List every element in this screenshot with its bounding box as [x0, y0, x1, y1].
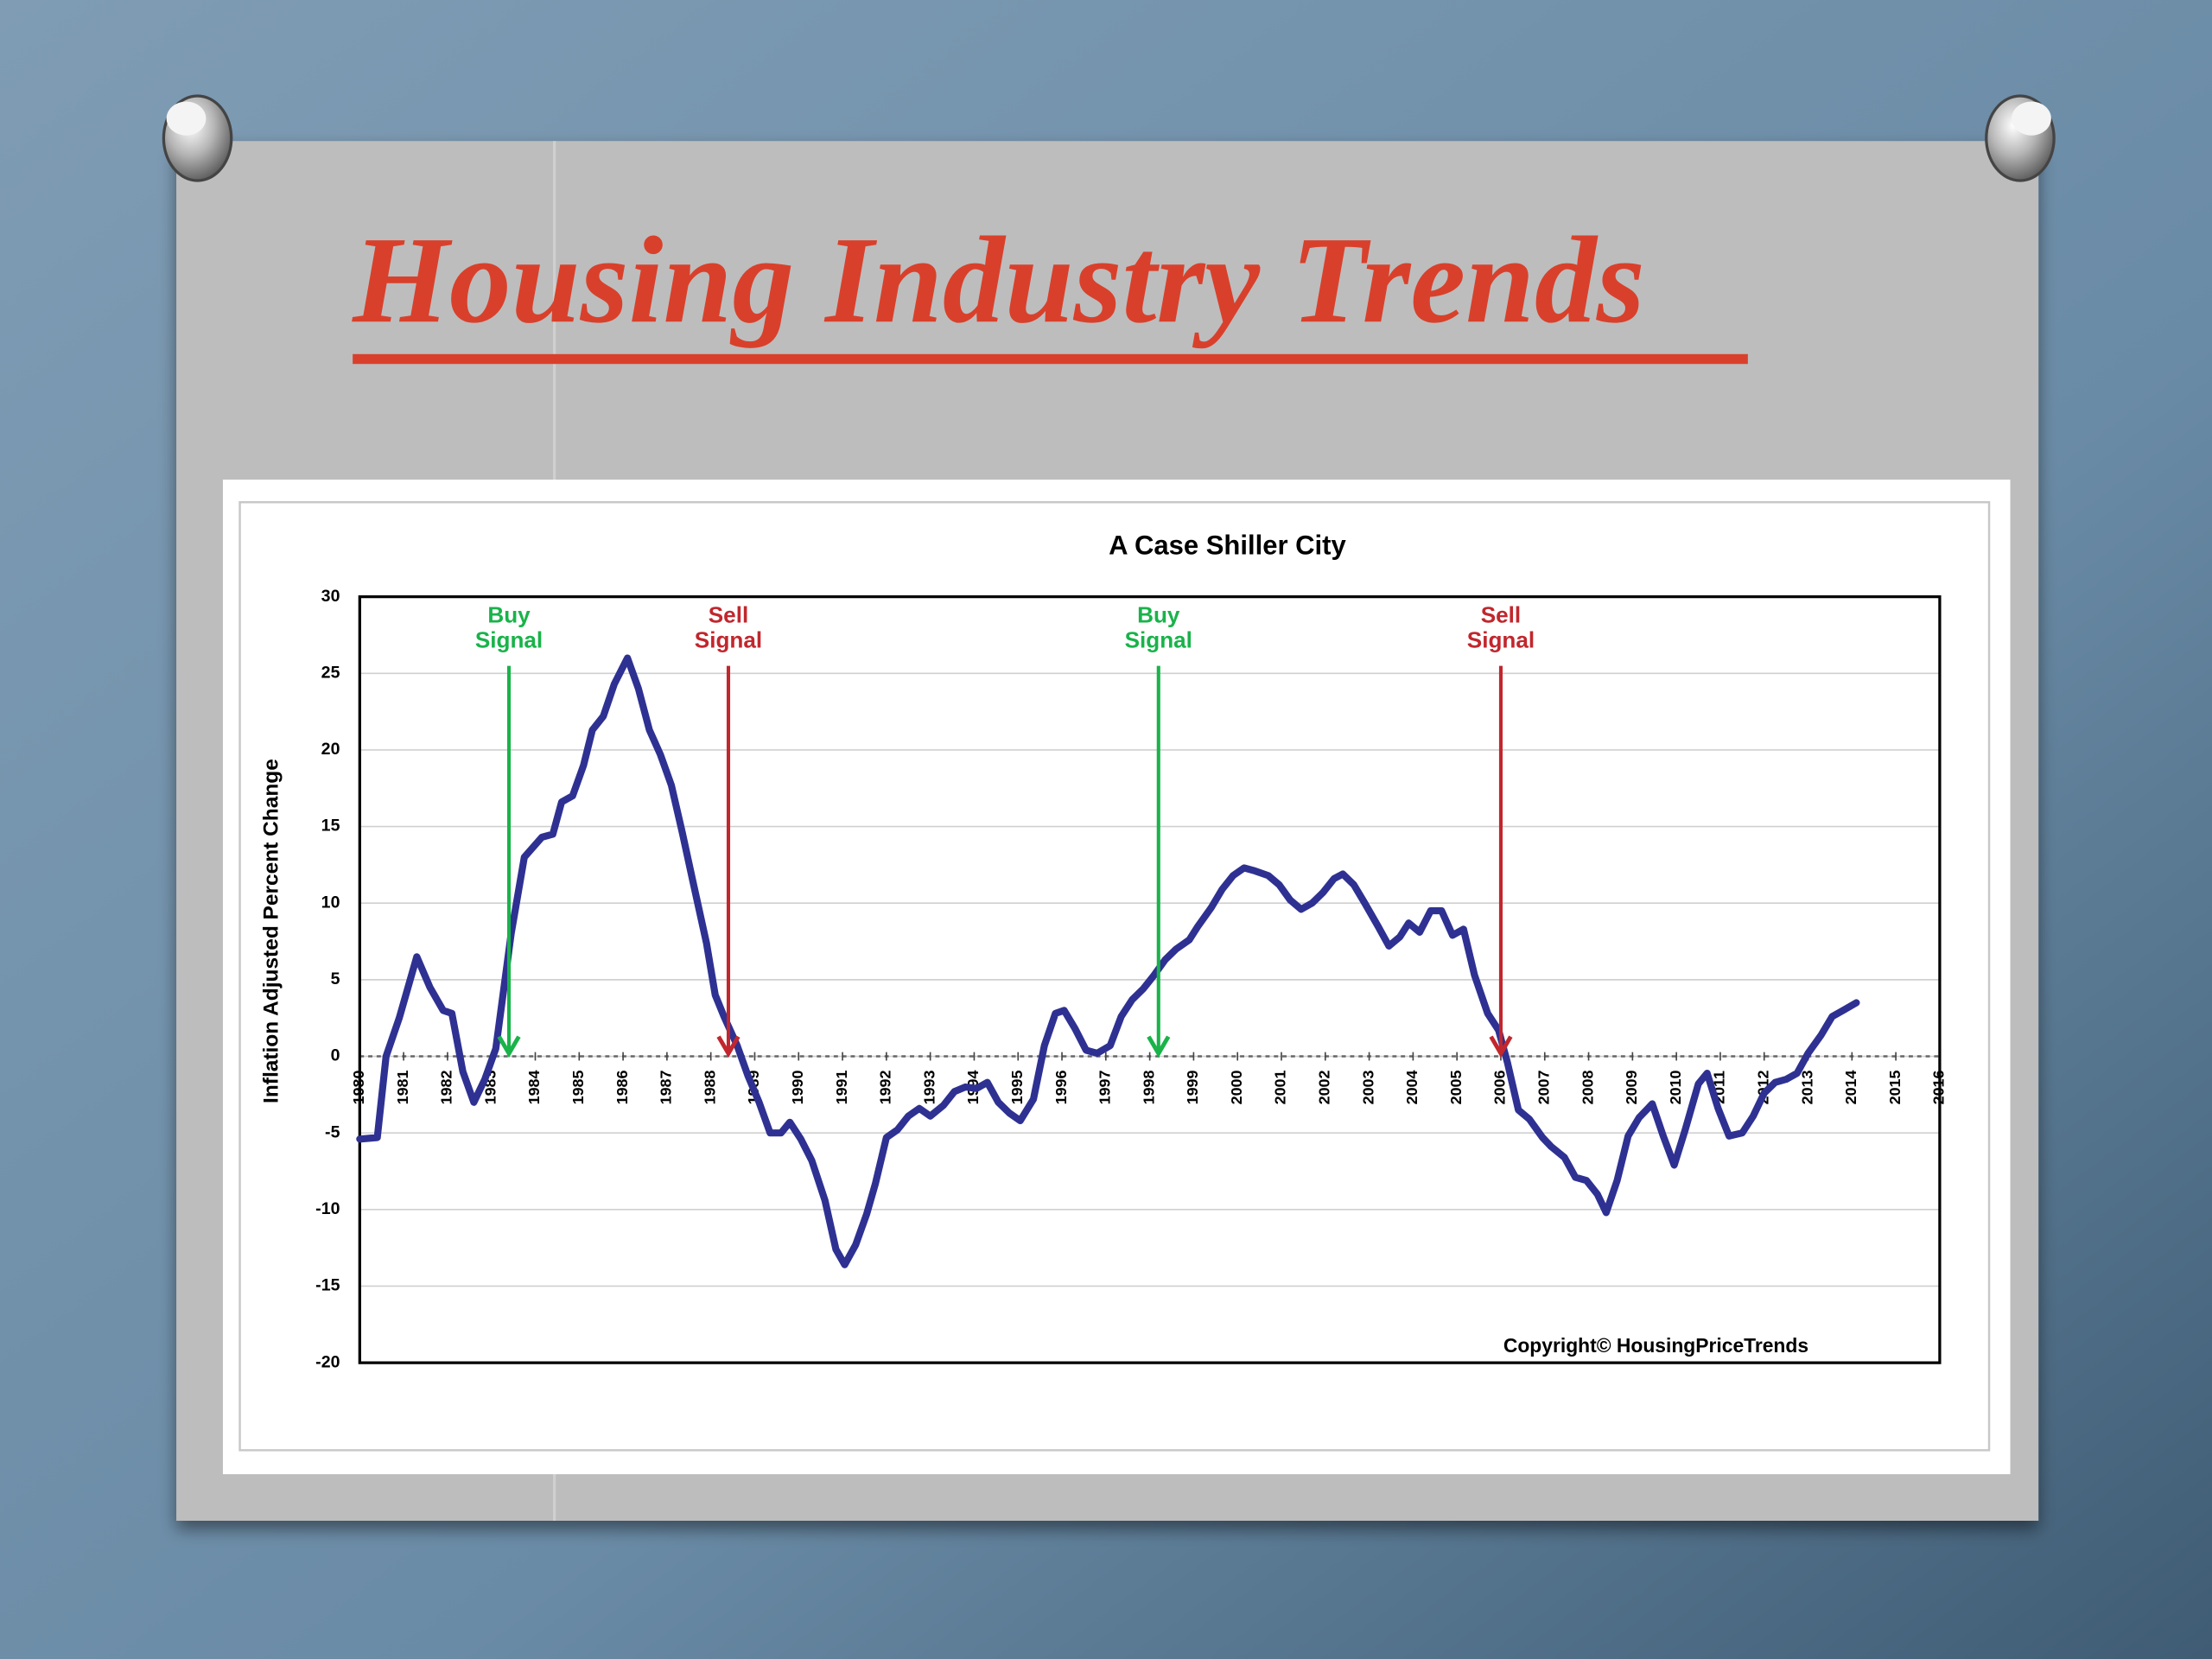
x-tick-label: 1988 [701, 1070, 718, 1104]
x-tick-label: 2012 [1754, 1070, 1771, 1104]
x-tick-label: 1992 [877, 1070, 894, 1104]
chart-border [238, 501, 1991, 1452]
y-axis-label: Inflation Adjusted Percent Change [260, 759, 283, 1103]
x-tick-label: 2003 [1359, 1070, 1376, 1104]
y-tick-label: -20 [315, 1352, 340, 1371]
x-tick-label: 2009 [1623, 1070, 1640, 1104]
signal-label: Sell [709, 601, 748, 627]
x-tick-label: 2015 [1886, 1070, 1904, 1104]
x-tick-label: 1993 [920, 1070, 938, 1104]
data-line [356, 654, 1860, 1268]
pin-left [162, 94, 233, 182]
signal-label: Sell [1481, 601, 1521, 627]
signal-arrowhead [1489, 1035, 1513, 1058]
x-tick-label: 1986 [613, 1070, 631, 1104]
x-tick-label: 2007 [1535, 1070, 1552, 1104]
x-tick-label: 1997 [1096, 1070, 1114, 1104]
copyright: Copyright© HousingPriceTrends [1503, 1334, 1808, 1357]
y-tick-label: 20 [321, 740, 340, 759]
x-tick-label: 2005 [1447, 1070, 1465, 1104]
x-tick-label: 1990 [789, 1070, 806, 1104]
y-tick-label: -5 [325, 1122, 340, 1141]
x-tick-label: 1991 [833, 1070, 850, 1104]
signal-arrowhead [1147, 1035, 1171, 1058]
y-tick-label: 30 [321, 587, 340, 606]
x-tick-label: 2000 [1228, 1070, 1245, 1104]
y-tick-label: -15 [315, 1276, 340, 1295]
x-tick-label: 2002 [1316, 1070, 1333, 1104]
x-tick-label: 2006 [1491, 1070, 1509, 1104]
signal-arrowhead [497, 1035, 521, 1058]
y-tick-label: 15 [321, 817, 340, 836]
x-tick-label: 1999 [1184, 1070, 1201, 1104]
y-tick-label: -10 [315, 1199, 340, 1218]
pin-right [1985, 94, 2056, 182]
x-tick-label: 1982 [438, 1070, 455, 1104]
x-tick-label: 1996 [1052, 1070, 1070, 1104]
x-tick-label: 2001 [1272, 1070, 1289, 1104]
x-tick-label: 2014 [1842, 1070, 1859, 1104]
x-tick-label: 1984 [525, 1070, 543, 1104]
chart-frame [222, 480, 2011, 1475]
x-tick-label: 1998 [1140, 1070, 1157, 1104]
y-tick-label: 5 [331, 969, 340, 988]
y-tick-label: 25 [321, 663, 340, 682]
signal-label: Buy [487, 601, 531, 627]
signal-label: Signal [695, 627, 762, 653]
x-tick-label: 2010 [1667, 1070, 1684, 1104]
x-tick-label: 1995 [1008, 1070, 1026, 1104]
title-underline [353, 353, 1748, 365]
y-tick-label: 0 [331, 1046, 340, 1065]
x-tick-label: 1981 [394, 1070, 411, 1104]
x-tick-label: 2004 [1403, 1070, 1421, 1104]
plot-area [358, 594, 1942, 1364]
signal-label: Signal [1125, 627, 1192, 653]
x-tick-label: 1985 [569, 1070, 587, 1104]
x-tick-label: 2013 [1798, 1070, 1815, 1104]
x-tick-label: 1987 [658, 1070, 675, 1104]
y-tick-label: 10 [321, 893, 340, 912]
chart-title: A Case Shiller City [1109, 531, 1346, 561]
slide-title: Housing Industry Trends [351, 212, 1645, 349]
signal-label: Signal [475, 627, 543, 653]
signal-label: Signal [1467, 627, 1535, 653]
signal-arrowhead [716, 1035, 741, 1058]
signal-label: Buy [1137, 601, 1180, 627]
x-tick-label: 2008 [1579, 1070, 1596, 1104]
